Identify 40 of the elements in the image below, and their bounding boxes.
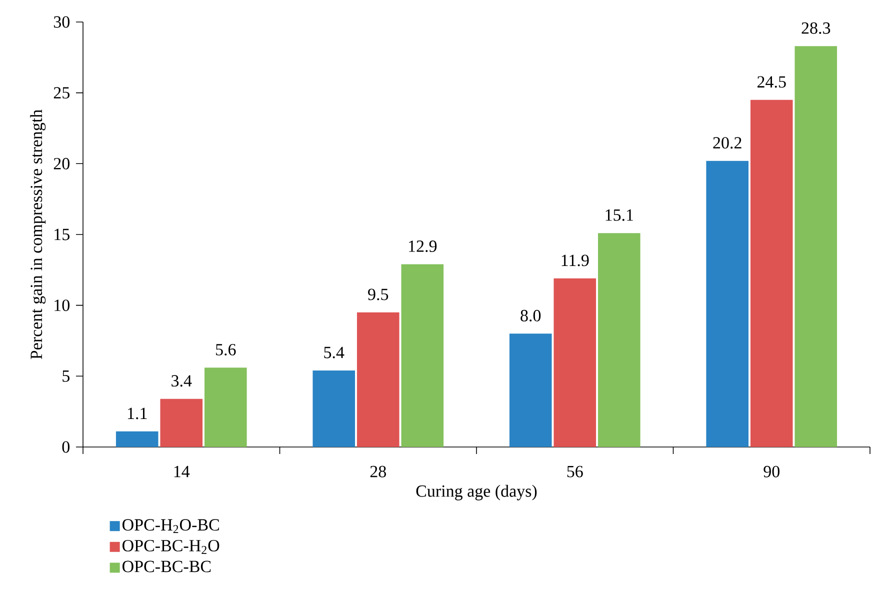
legend-label: OPC-H$_{2}$O-BC bbox=[122, 519, 219, 534]
y-axis-title: Percent gain in compressive strength bbox=[30, 110, 46, 360]
y-tick-label: 10 bbox=[54, 300, 70, 312]
y-tick-label: 15 bbox=[54, 228, 70, 240]
bar bbox=[598, 233, 640, 447]
data-label: 8.0 bbox=[520, 310, 541, 322]
y-tick-label: 5 bbox=[62, 370, 70, 382]
bar bbox=[160, 398, 203, 447]
y-tick-label: 0 bbox=[62, 441, 70, 453]
bar bbox=[312, 370, 356, 447]
data-label: 20.2 bbox=[713, 137, 742, 149]
bar bbox=[116, 431, 158, 447]
bar bbox=[794, 46, 838, 447]
y-tick-label: 20 bbox=[54, 158, 70, 170]
bar bbox=[509, 334, 552, 447]
x-tick-label: 14 bbox=[174, 466, 190, 478]
data-label: 1.1 bbox=[128, 408, 147, 420]
x-tick-label: 28 bbox=[370, 466, 386, 478]
bar bbox=[554, 278, 596, 447]
x-axis-title: Curing age (days) bbox=[416, 484, 537, 500]
data-label: 12.9 bbox=[409, 240, 437, 252]
data-label: 11.9 bbox=[562, 254, 589, 266]
x-tick-label: 56 bbox=[567, 466, 583, 478]
data-label: 9.5 bbox=[368, 288, 388, 300]
data-label: 5.6 bbox=[216, 344, 236, 356]
data-label: 28.3 bbox=[802, 22, 830, 34]
legend-label: OPC-BC-H$_{2}$O bbox=[122, 540, 220, 554]
data-label: 15.1 bbox=[606, 209, 633, 221]
legend-label: OPC-BC-BC bbox=[122, 560, 211, 572]
bar bbox=[750, 100, 793, 447]
y-tick-label: 25 bbox=[54, 87, 70, 99]
x-tick-label: 90 bbox=[764, 466, 780, 478]
data-label: 24.5 bbox=[758, 76, 786, 88]
bar bbox=[356, 312, 400, 447]
y-tick-label: 30 bbox=[54, 16, 70, 28]
bar bbox=[204, 368, 247, 447]
bar bbox=[706, 160, 749, 447]
data-label: 5.4 bbox=[324, 346, 344, 358]
data-label: 3.4 bbox=[172, 375, 192, 387]
bar bbox=[401, 264, 444, 447]
